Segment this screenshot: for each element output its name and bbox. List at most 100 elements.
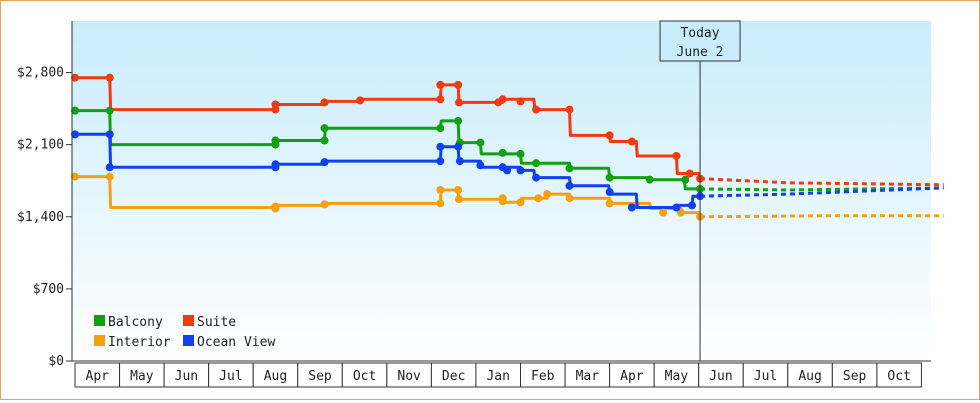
data-point	[565, 181, 574, 190]
x-tick-label: Aug	[798, 369, 821, 384]
x-tick-label: May	[130, 369, 154, 384]
today-date: June 2	[677, 45, 724, 60]
data-point	[105, 172, 114, 181]
data-point	[436, 199, 445, 208]
data-point	[605, 199, 614, 208]
data-point	[320, 124, 329, 133]
series-projection	[699, 214, 944, 219]
data-point	[605, 131, 614, 140]
data-point	[627, 137, 636, 146]
data-point	[605, 188, 614, 197]
x-tick-label: Aug	[264, 369, 287, 384]
data-point	[627, 203, 636, 212]
x-month-cell	[520, 362, 566, 388]
data-point	[476, 161, 485, 170]
data-point	[105, 130, 114, 139]
data-point	[565, 164, 574, 173]
data-point	[659, 208, 668, 217]
data-point	[320, 98, 329, 107]
data-point	[516, 149, 525, 158]
data-point	[271, 202, 280, 211]
data-point	[320, 158, 329, 167]
data-point	[672, 151, 681, 160]
data-point	[498, 148, 507, 157]
data-point	[532, 159, 541, 168]
legend-swatch	[183, 335, 194, 346]
data-point	[436, 124, 445, 133]
x-month-cell	[252, 362, 299, 388]
data-point	[436, 185, 445, 194]
data-point	[105, 163, 114, 172]
data-point	[688, 201, 697, 210]
data-point	[681, 175, 690, 184]
x-tick-label: Feb	[531, 369, 555, 384]
x-tick-label: Apr	[620, 369, 644, 384]
today-label: Today	[680, 26, 719, 41]
y-tick-label: $2,800	[17, 66, 64, 81]
x-month-cell	[341, 362, 388, 388]
data-point	[436, 95, 445, 104]
legend-label: Balcony	[108, 315, 163, 330]
data-point	[516, 198, 525, 207]
x-tick-label: Apr	[86, 369, 110, 384]
x-tick-label: Jul	[754, 369, 777, 384]
data-point	[436, 142, 445, 151]
data-point	[516, 166, 525, 175]
x-month-cell	[653, 362, 700, 388]
data-point	[645, 175, 654, 184]
series-projection	[699, 177, 944, 187]
data-point	[436, 157, 445, 166]
x-month-cell	[742, 362, 789, 388]
today-callout	[659, 20, 741, 62]
data-point	[71, 172, 79, 181]
x-tick-label: Mar	[576, 369, 600, 384]
data-point	[503, 166, 512, 175]
x-month-cell	[876, 362, 922, 388]
x-tick-label: Nov	[397, 369, 421, 384]
x-month-cell	[787, 362, 833, 388]
plot-background	[72, 21, 931, 361]
series-line	[75, 175, 700, 215]
data-point	[271, 160, 280, 169]
x-tick-label: Oct	[353, 369, 376, 384]
data-point	[105, 73, 114, 82]
legend-label: Suite	[197, 315, 236, 330]
data-point	[271, 136, 280, 145]
legend-label: Ocean View	[197, 335, 275, 350]
data-point	[71, 130, 79, 139]
data-point	[454, 142, 463, 151]
y-tick-label: $0	[48, 354, 64, 369]
data-point	[605, 173, 614, 182]
y-tick-label: $1,400	[17, 210, 64, 225]
x-tick-label: Jan	[486, 369, 509, 384]
x-tick-label: May	[665, 369, 689, 384]
data-point	[320, 200, 329, 209]
x-tick-label: Jul	[219, 369, 242, 384]
data-point	[565, 105, 574, 114]
data-point	[534, 194, 543, 203]
x-month-cell	[475, 362, 522, 388]
data-point	[71, 106, 79, 115]
data-point	[498, 95, 507, 104]
x-month-cell	[386, 362, 432, 388]
data-point	[565, 194, 574, 203]
legend-swatch	[94, 335, 105, 346]
y-tick-label: $2,100	[17, 138, 64, 153]
x-tick-label: Sep	[843, 369, 867, 384]
data-point	[532, 105, 541, 114]
x-tick-label: Dec	[442, 369, 465, 384]
data-point	[320, 136, 329, 145]
data-point	[685, 169, 694, 178]
data-point	[476, 138, 485, 147]
x-tick-label: Sep	[308, 369, 332, 384]
data-point	[516, 97, 525, 106]
data-point	[532, 173, 541, 182]
legend-swatch	[183, 315, 194, 326]
data-point	[71, 73, 79, 82]
legend-swatch	[94, 315, 105, 326]
x-tick-label: Jun	[709, 369, 732, 384]
x-month-cell	[564, 362, 611, 388]
legend: Balcony Suite Interior Ocean View	[94, 315, 275, 350]
